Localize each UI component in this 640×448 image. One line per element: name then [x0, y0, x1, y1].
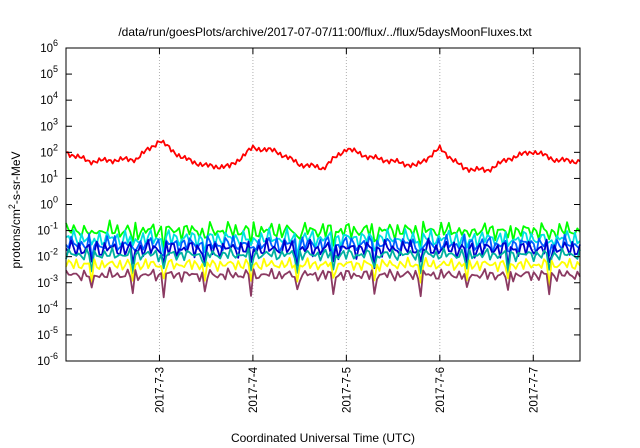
- y-tick-exponent: 5: [53, 64, 58, 74]
- y-tick-exponent: -2: [50, 247, 58, 257]
- y-tick-label: 10-5: [37, 325, 58, 342]
- y-tick-exponent: -4: [50, 299, 58, 309]
- x-tick-label: 2017-7-7: [528, 367, 540, 413]
- series-line: [65, 227, 581, 259]
- y-tick-base: 10: [37, 330, 50, 342]
- y-tick-exponent: -6: [50, 351, 58, 361]
- y-tick-exponent: 3: [53, 116, 58, 126]
- y-tick-exponent: 2: [53, 142, 58, 152]
- y-tick-label: 106: [40, 38, 58, 55]
- y-tick-label: 103: [40, 116, 58, 133]
- y-tick-label: 100: [40, 195, 58, 212]
- y-tick-base: 10: [40, 121, 53, 133]
- y-tick-base: 10: [37, 278, 50, 290]
- x-tick-label: 2017-7-5: [341, 367, 353, 413]
- y-tick-label: 102: [40, 142, 58, 159]
- y-tick-base: 10: [37, 356, 50, 368]
- y-tick-base: 10: [40, 69, 53, 81]
- y-tick-exponent: 1: [53, 168, 58, 178]
- y-tick-exponent: -1: [50, 221, 58, 231]
- y-tick-label: 101: [40, 168, 58, 185]
- y-tick-label: 10-6: [37, 351, 58, 368]
- y-tick-base: 10: [40, 200, 53, 212]
- y-tick-base: 10: [37, 304, 50, 316]
- series-line: [65, 256, 581, 287]
- y-tick-base: 10: [40, 43, 53, 55]
- series-layer: [65, 139, 581, 299]
- chart-title: /data/run/goesPlots/archive/2017-07-07/1…: [118, 25, 532, 39]
- y-tick-label: 104: [40, 90, 58, 107]
- x-tick-label: 2017-7-3: [154, 367, 166, 413]
- y-tick-exponent: 6: [53, 38, 58, 48]
- y-tick-base: 10: [40, 173, 53, 185]
- y-axis-label-superscript: 2: [7, 204, 17, 209]
- y-tick-base: 10: [37, 252, 50, 264]
- series-line: [65, 266, 581, 299]
- y-tick-exponent: -5: [50, 325, 58, 335]
- y-axis-label-part: -s-sr-MeV: [9, 151, 23, 204]
- y-tick-exponent: -3: [50, 273, 58, 283]
- y-tick-label: 10-2: [37, 247, 58, 264]
- series-line: [65, 237, 581, 270]
- y-tick-label: 10-3: [37, 273, 58, 290]
- x-axis-label: Coordinated Universal Time (UTC): [231, 431, 415, 445]
- y-tick-label: 10-4: [37, 299, 58, 316]
- plot-frame: [65, 47, 581, 362]
- y-tick-base: 10: [40, 95, 53, 107]
- x-tick-label: 2017-7-4: [248, 366, 260, 413]
- y-axis: 10610510410310210110010-110-210-310-410-…: [37, 38, 580, 368]
- x-axis: 2017-7-3 2017-7-4 2017-7-5 2017-7-6 2017-7-7: [154, 48, 540, 413]
- y-tick-label: 105: [40, 64, 58, 81]
- series-line: [65, 139, 581, 173]
- y-tick-label: 10-1: [37, 221, 58, 238]
- y-tick-exponent: 0: [53, 195, 58, 205]
- y-tick-base: 10: [37, 226, 50, 238]
- grid: [158, 48, 534, 361]
- y-axis-label-part: protons/cm: [9, 209, 23, 268]
- y-axis-label: protons/cm2-s-sr-MeV: [7, 151, 23, 268]
- y-tick-exponent: 4: [53, 90, 58, 100]
- series-line: [65, 246, 581, 275]
- x-tick-label: 2017-7-6: [435, 367, 447, 413]
- y-tick-base: 10: [40, 147, 53, 159]
- series-line: [65, 219, 581, 251]
